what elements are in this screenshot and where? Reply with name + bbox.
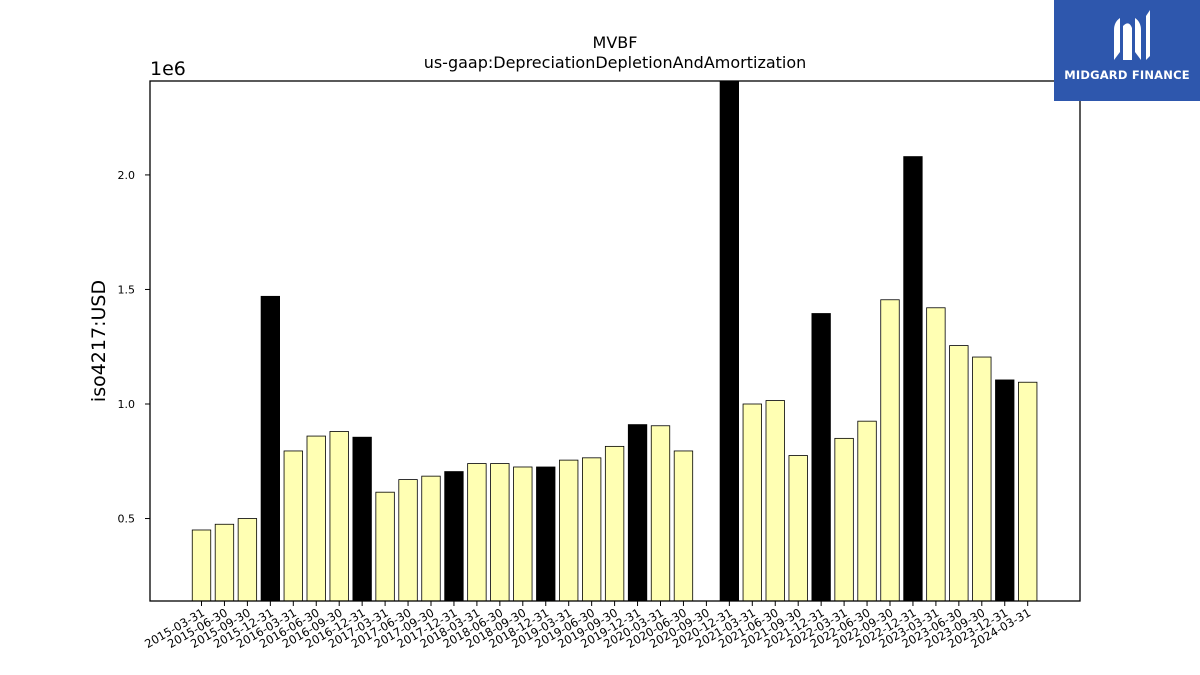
bar-2015-06-30 [214,523,235,602]
bar-2019-09-30 [604,445,625,602]
bar-2023-09-30 [972,356,992,602]
bar-2015-03-31 [191,529,212,602]
bar-2016-06-30 [306,435,326,602]
y-tick-label: 0.5 [118,513,136,526]
x-ticks: 2015-03-312015-06-302015-09-302015-12-31… [142,601,1033,651]
y-tick-label: 1.0 [118,398,136,411]
bar-2020-06-30 [673,450,694,602]
bar-2017-03-31 [375,491,395,602]
bar-2023-12-31 [995,379,1015,602]
bar-2019-03-31 [559,459,579,602]
bar-2016-12-31 [352,436,372,602]
bar-2015-09-30 [237,518,258,602]
bar-2020-12-31 [719,80,739,602]
bar-2016-03-31 [283,450,303,602]
y-axis-label: iso4217:USD [88,280,110,402]
y-tick-label: 2.0 [118,169,136,182]
bar-2024-03-31 [1018,381,1038,602]
bar-2015-12-31 [260,295,281,602]
bar-2018-12-31 [536,466,556,602]
bar-2017-06-30 [398,479,418,602]
y-scale-label: 1e6 [150,58,186,80]
bar-2023-03-31 [926,307,946,602]
bar-2022-03-31 [834,437,854,602]
plot-frame [149,80,1081,602]
bar-2021-06-30 [765,400,785,602]
bar-2018-06-30 [490,463,510,602]
midgard-logo-icon [1114,10,1150,60]
bar-2021-03-31 [742,403,762,602]
bar-2017-12-31 [444,471,464,602]
bar-2020-03-31 [650,425,671,602]
bars-group [191,80,1038,602]
bar-2021-12-31 [811,313,831,602]
brand-name: MIDGARD FINANCE [1064,68,1190,82]
bar-2018-03-31 [467,463,487,602]
bar-2022-06-30 [857,420,877,602]
y-tick-label: 1.5 [118,283,136,296]
bar-2022-12-31 [903,156,923,602]
bar-2017-09-30 [421,475,441,602]
bar-2022-09-30 [880,299,900,602]
brand-logo: MIDGARD FINANCE [1054,0,1200,101]
bar-2023-06-30 [949,345,969,602]
bar-2019-12-31 [627,424,648,602]
bar-2016-09-30 [329,431,349,602]
chart-subtitle: us-gaap:DepreciationDepletionAndAmortiza… [424,53,807,72]
bar-2019-06-30 [582,457,602,602]
bar-2018-09-30 [513,466,533,602]
y-ticks: 0.5 1.0 1.5 2.0 [118,169,150,526]
chart-title: MVBF [593,33,638,52]
bar-2021-09-30 [788,455,808,602]
